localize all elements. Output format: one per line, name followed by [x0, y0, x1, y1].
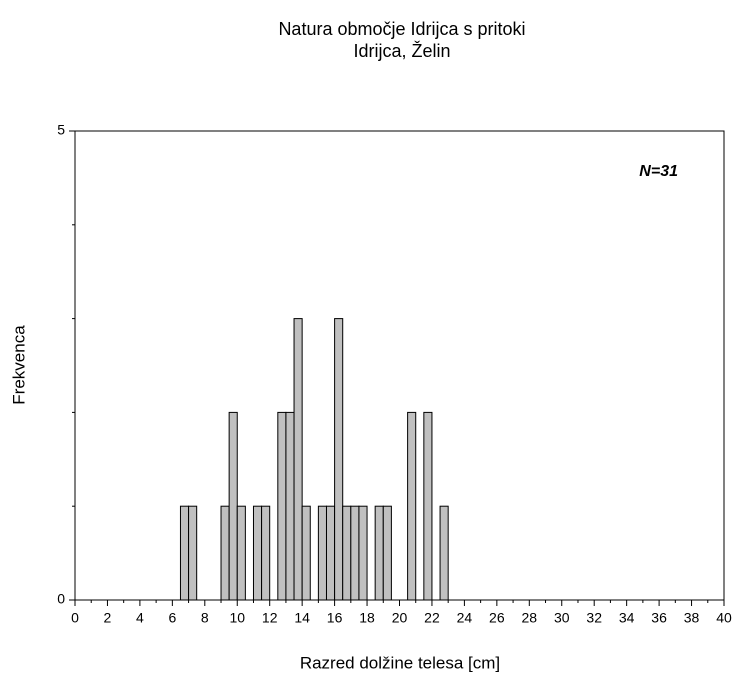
x-tick-label: 12	[262, 610, 278, 626]
x-tick-label: 6	[168, 610, 176, 626]
bar	[228, 411, 238, 601]
bar	[407, 411, 417, 601]
x-tick-label: 14	[294, 610, 310, 626]
x-tick-label: 30	[554, 610, 570, 626]
bar	[325, 505, 336, 601]
x-tick-label: 2	[104, 610, 112, 626]
x-tick-label: 34	[619, 610, 635, 626]
bar	[358, 505, 368, 601]
x-tick-label: 8	[201, 610, 209, 626]
bar	[423, 411, 433, 601]
x-tick-label: 28	[522, 610, 538, 626]
bar	[179, 505, 190, 601]
x-tick-label: 18	[359, 610, 375, 626]
x-tick-label: 22	[424, 610, 440, 626]
x-tick-label: 36	[651, 610, 667, 626]
y-tick-label: 0	[57, 591, 65, 607]
x-tick-label: 20	[392, 610, 408, 626]
bar	[342, 505, 352, 601]
bar	[293, 318, 303, 601]
plot-frame	[74, 130, 725, 601]
x-tick-label: 26	[489, 610, 505, 626]
bar	[317, 505, 327, 601]
x-axis-label: Razred dolžine telesa [cm]	[300, 653, 500, 672]
chart-subtitle: Idrijca, Želin	[353, 41, 450, 61]
chart-title: Natura območje Idrijca s pritoki	[278, 19, 525, 39]
x-tick-label: 38	[684, 610, 700, 626]
y-tick-label: 5	[57, 122, 65, 138]
bar	[220, 505, 230, 601]
bar	[439, 505, 449, 601]
bar	[334, 318, 344, 601]
bar	[277, 411, 287, 601]
x-tick-label: 32	[586, 610, 602, 626]
bar	[301, 505, 311, 601]
x-tick-label: 4	[136, 610, 144, 626]
y-axis-label: Frekvenca	[9, 325, 28, 405]
bar	[261, 505, 271, 601]
x-tick-label: 16	[327, 610, 343, 626]
bar	[374, 505, 384, 601]
bar	[252, 505, 263, 601]
bar	[188, 505, 198, 601]
x-tick-label: 10	[229, 610, 245, 626]
bar	[236, 505, 246, 601]
x-tick-label: 0	[71, 610, 79, 626]
bar	[350, 505, 360, 601]
bar	[382, 505, 392, 601]
x-tick-label: 40	[716, 610, 732, 626]
x-tick-label: 24	[457, 610, 473, 626]
annotation: N=31	[639, 163, 678, 180]
bar	[285, 411, 295, 601]
